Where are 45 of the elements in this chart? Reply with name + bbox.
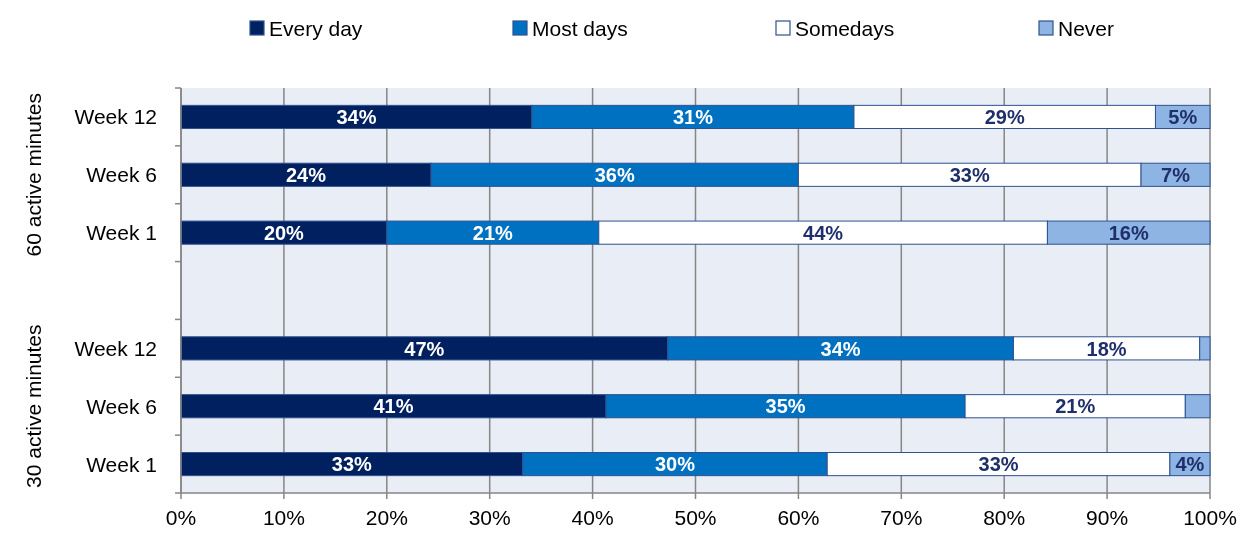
- x-tick-label: 10%: [262, 506, 305, 529]
- data-label: 33%: [331, 453, 373, 476]
- data-label: 5%: [1168, 106, 1198, 129]
- x-tick-label: 70%: [880, 506, 923, 529]
- legend-label: Somedays: [795, 16, 895, 40]
- y-tick-label: Week 12: [74, 105, 157, 129]
- data-label: 34%: [336, 106, 377, 129]
- data-label: 24%: [286, 163, 327, 186]
- data-label: 44%: [803, 221, 844, 244]
- data-label: 31%: [672, 106, 714, 129]
- x-tick-label: 30%: [468, 506, 511, 529]
- data-label: 20%: [263, 221, 305, 244]
- x-tick-label: 60%: [777, 506, 820, 529]
- legend-label: Never: [1058, 16, 1115, 40]
- data-label: 16%: [1108, 221, 1149, 244]
- y-tick-label: Week 1: [86, 221, 157, 245]
- y-tick-label: Week 6: [86, 394, 157, 418]
- data-label: 7%: [1161, 163, 1191, 186]
- legend-label: Most days: [532, 16, 628, 40]
- text: 60 active minutes: [21, 93, 45, 257]
- x-tick-label: 50%: [674, 506, 717, 529]
- data-label: 18%: [1086, 337, 1127, 360]
- x-tick-label: 80%: [983, 506, 1026, 529]
- data-label: 21%: [472, 221, 514, 244]
- data-label: 34%: [820, 337, 861, 360]
- data-label: 33%: [949, 163, 990, 186]
- data-label: 30%: [654, 453, 696, 476]
- x-tick-label: 40%: [571, 506, 614, 529]
- y-tick-label: Week 1: [86, 452, 157, 476]
- x-tick-label: 0%: [165, 506, 197, 529]
- data-label: 36%: [594, 163, 635, 186]
- data-label: 4%: [1175, 453, 1205, 476]
- x-tick-label: 100%: [1183, 506, 1237, 529]
- legend-label: Every day: [269, 16, 363, 40]
- y-tick-label: Week 12: [74, 336, 157, 360]
- data-label: 29%: [984, 106, 1025, 129]
- data-label: 47%: [404, 337, 445, 360]
- data-label: 33%: [978, 453, 1019, 476]
- data-label: 35%: [765, 395, 806, 418]
- data-label: 21%: [1055, 395, 1096, 418]
- y-tick-label: Week 6: [86, 163, 157, 187]
- x-tick-label: 20%: [365, 506, 408, 529]
- data-label: 41%: [373, 395, 414, 418]
- x-tick-label: 90%: [1086, 506, 1129, 529]
- text: 30 active minutes: [21, 324, 45, 488]
